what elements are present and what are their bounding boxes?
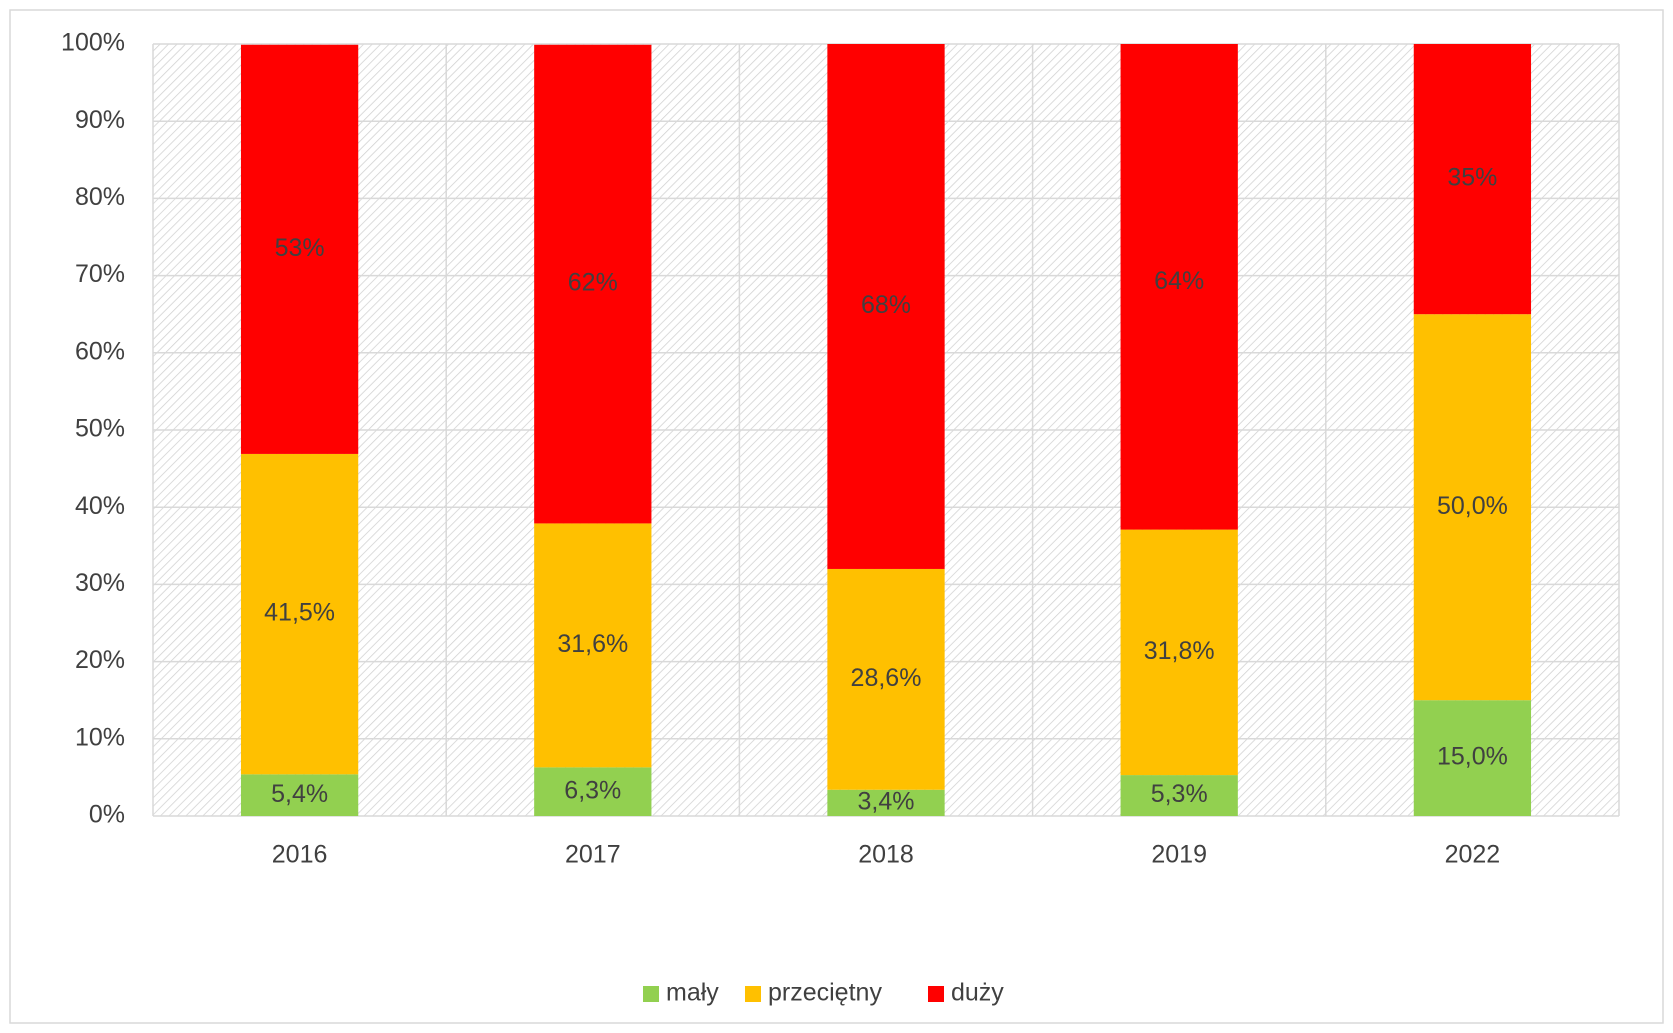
legend-label: mały <box>666 979 719 1007</box>
legend-swatch <box>928 986 944 1002</box>
x-tick-label: 2019 <box>1151 841 1207 869</box>
y-tick-label: 90% <box>75 106 125 134</box>
data-label: 28,6% <box>851 664 922 692</box>
y-tick-label: 60% <box>75 337 125 365</box>
x-tick-label: 2016 <box>272 841 328 869</box>
bar-segment <box>1120 44 1238 530</box>
y-tick-label: 30% <box>75 569 125 597</box>
data-label: 15,0% <box>1437 743 1508 771</box>
bar-segment <box>534 523 652 768</box>
bar-segment <box>1413 700 1532 816</box>
x-tick-label: 2017 <box>565 841 621 869</box>
data-label: 5,3% <box>1151 780 1208 808</box>
bar-segment <box>1120 529 1238 776</box>
data-label: 68% <box>861 291 911 319</box>
bar-segment <box>240 44 359 454</box>
y-tick-label: 10% <box>75 723 125 751</box>
y-tick-label: 70% <box>75 260 125 288</box>
data-label: 6,3% <box>564 776 621 804</box>
y-tick-label: 40% <box>75 492 125 520</box>
bar-segment <box>534 767 652 816</box>
data-label: 3,4% <box>858 787 915 815</box>
data-label: 31,8% <box>1144 637 1215 665</box>
data-label: 31,6% <box>557 630 628 658</box>
bar-segment <box>827 789 945 816</box>
legend-label: duży <box>951 979 1004 1007</box>
data-label: 62% <box>568 269 618 297</box>
data-label: 5,4% <box>271 780 328 808</box>
bar-segment <box>1413 44 1532 315</box>
x-tick-label: 2018 <box>858 841 914 869</box>
bar-segment <box>1413 314 1532 701</box>
legend-swatch <box>643 986 659 1002</box>
y-tick-label: 20% <box>75 646 125 674</box>
y-tick-label: 0% <box>89 801 125 829</box>
bar-segment <box>827 44 945 569</box>
bar-segment <box>240 774 359 816</box>
bar-segment <box>1120 775 1238 816</box>
data-label: 53% <box>275 234 325 262</box>
y-tick-label: 80% <box>75 183 125 211</box>
data-label: 35% <box>1447 164 1497 192</box>
bar-segment <box>827 568 945 790</box>
legend-swatch <box>745 986 761 1002</box>
bar-segment <box>534 44 652 524</box>
y-tick-label: 100% <box>61 29 125 57</box>
legend-label: przeciętny <box>768 979 882 1007</box>
data-label: 41,5% <box>264 599 335 627</box>
x-tick-label: 2022 <box>1445 841 1501 869</box>
data-label: 50,0% <box>1437 492 1508 520</box>
y-tick-label: 50% <box>75 415 125 443</box>
bar-segment <box>240 453 359 775</box>
data-label: 64% <box>1154 267 1204 295</box>
